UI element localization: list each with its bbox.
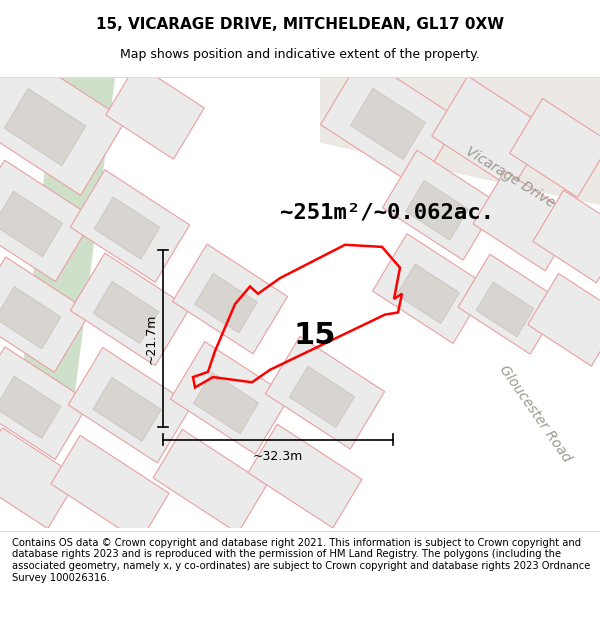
Polygon shape — [373, 234, 488, 344]
Polygon shape — [320, 78, 600, 205]
Polygon shape — [458, 254, 562, 354]
Polygon shape — [70, 253, 190, 366]
Polygon shape — [68, 348, 192, 463]
Polygon shape — [265, 336, 385, 449]
Polygon shape — [432, 76, 548, 189]
Polygon shape — [0, 191, 62, 257]
Polygon shape — [0, 49, 125, 195]
Text: 15: 15 — [294, 321, 336, 350]
Polygon shape — [153, 429, 267, 533]
Polygon shape — [20, 78, 115, 392]
Text: ~251m²/~0.062ac.: ~251m²/~0.062ac. — [280, 202, 494, 222]
Polygon shape — [193, 372, 259, 434]
Polygon shape — [93, 378, 161, 441]
Polygon shape — [4, 89, 86, 166]
Polygon shape — [0, 160, 94, 282]
Text: ~32.3m: ~32.3m — [253, 450, 303, 463]
Polygon shape — [0, 347, 89, 459]
Polygon shape — [170, 342, 290, 454]
Text: Gloucester Road: Gloucester Road — [496, 362, 574, 464]
Text: Vicarage Drive: Vicarage Drive — [463, 144, 557, 210]
Polygon shape — [509, 99, 600, 198]
Text: Map shows position and indicative extent of the property.: Map shows position and indicative extent… — [120, 48, 480, 61]
Polygon shape — [382, 150, 497, 260]
Polygon shape — [528, 274, 600, 366]
Polygon shape — [533, 190, 600, 282]
Polygon shape — [0, 257, 91, 372]
Polygon shape — [476, 282, 534, 337]
Polygon shape — [0, 428, 79, 529]
Polygon shape — [350, 88, 425, 159]
Polygon shape — [473, 171, 577, 271]
Polygon shape — [106, 64, 204, 159]
Polygon shape — [0, 376, 61, 438]
Text: 15, VICARAGE DRIVE, MITCHELDEAN, GL17 0XW: 15, VICARAGE DRIVE, MITCHELDEAN, GL17 0X… — [96, 17, 504, 32]
Text: Contains OS data © Crown copyright and database right 2021. This information is : Contains OS data © Crown copyright and d… — [12, 538, 590, 582]
Polygon shape — [93, 281, 159, 344]
Polygon shape — [70, 170, 190, 282]
Polygon shape — [194, 273, 257, 333]
Polygon shape — [51, 435, 169, 542]
Text: ~21.7m: ~21.7m — [145, 313, 157, 364]
Polygon shape — [397, 264, 460, 324]
Polygon shape — [248, 424, 362, 528]
Polygon shape — [172, 244, 287, 354]
Polygon shape — [406, 181, 469, 240]
Polygon shape — [289, 366, 355, 428]
Polygon shape — [0, 287, 61, 349]
Polygon shape — [94, 197, 160, 259]
Polygon shape — [320, 56, 460, 188]
